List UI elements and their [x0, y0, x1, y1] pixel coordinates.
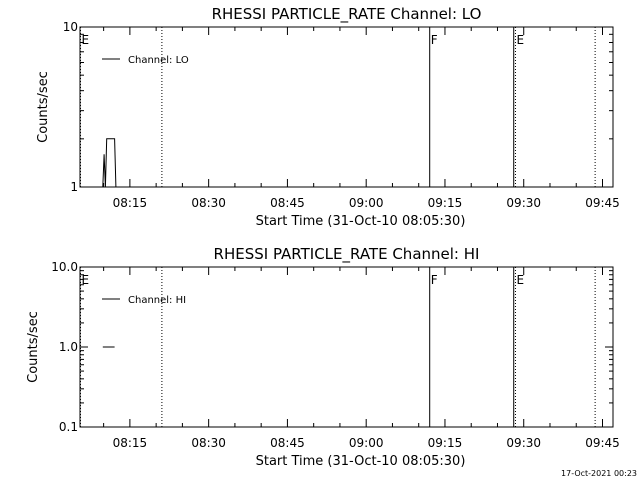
y-tick-label: 1.0 [59, 340, 78, 354]
chart-title: RHESSI PARTICLE_RATE Channel: LO [212, 5, 482, 24]
event-marker-label: E [516, 33, 524, 47]
event-marker-label: F [431, 273, 438, 287]
x-tick-label: 09:45 [585, 196, 620, 210]
x-tick-label: 09:00 [349, 436, 384, 450]
y-axis-label: Counts/sec [36, 71, 51, 143]
y-tick-label: 1 [70, 180, 78, 194]
event-marker-label: F [431, 33, 438, 47]
plot-frame [79, 26, 614, 188]
x-tick-label: 09:15 [428, 436, 463, 450]
x-tick-label: 09:00 [349, 196, 384, 210]
x-axis-label: Start Time (31-Oct-10 08:05:30) [256, 214, 466, 229]
x-tick-label: 09:30 [506, 196, 541, 210]
y-axis-label: Counts/sec [26, 311, 41, 383]
x-tick-label: 09:30 [506, 436, 541, 450]
chart-title: RHESSI PARTICLE_RATE Channel: HI [214, 245, 480, 264]
x-tick-label: 08:45 [270, 196, 305, 210]
x-tick-label: 08:15 [113, 196, 148, 210]
x-tick-label: 08:15 [113, 436, 148, 450]
x-tick-label: 08:30 [191, 436, 226, 450]
x-tick-label: 09:45 [585, 436, 620, 450]
y-tick-label: 10.0 [51, 260, 78, 274]
legend-label: Channel: HI [128, 295, 186, 306]
x-tick-label: 08:45 [270, 436, 305, 450]
legend-label: Channel: LO [128, 55, 189, 66]
event-marker-label: E [516, 273, 524, 287]
event-marker-label: E [82, 273, 90, 287]
event-marker-label: E [82, 33, 90, 47]
series-line [102, 138, 117, 188]
panel-1: RHESSI PARTICLE_RATE Channel: HI 08:15 08:… [26, 245, 620, 469]
x-tick-label: 09:15 [428, 196, 463, 210]
footer-timestamp: 17-Oct-2021 00:23 [561, 469, 637, 478]
panel-0: RHESSI PARTICLE_RATE Channel: LO 08:15 08:… [36, 5, 620, 229]
x-axis-label: Start Time (31-Oct-10 08:05:30) [256, 454, 466, 469]
x-tick-label: 08:30 [191, 196, 226, 210]
y-tick-label: 0.1 [59, 420, 78, 434]
plots-group: RHESSI PARTICLE_RATE Channel: LO 08:15 08:… [26, 5, 620, 469]
y-tick-label: 10 [63, 20, 78, 34]
